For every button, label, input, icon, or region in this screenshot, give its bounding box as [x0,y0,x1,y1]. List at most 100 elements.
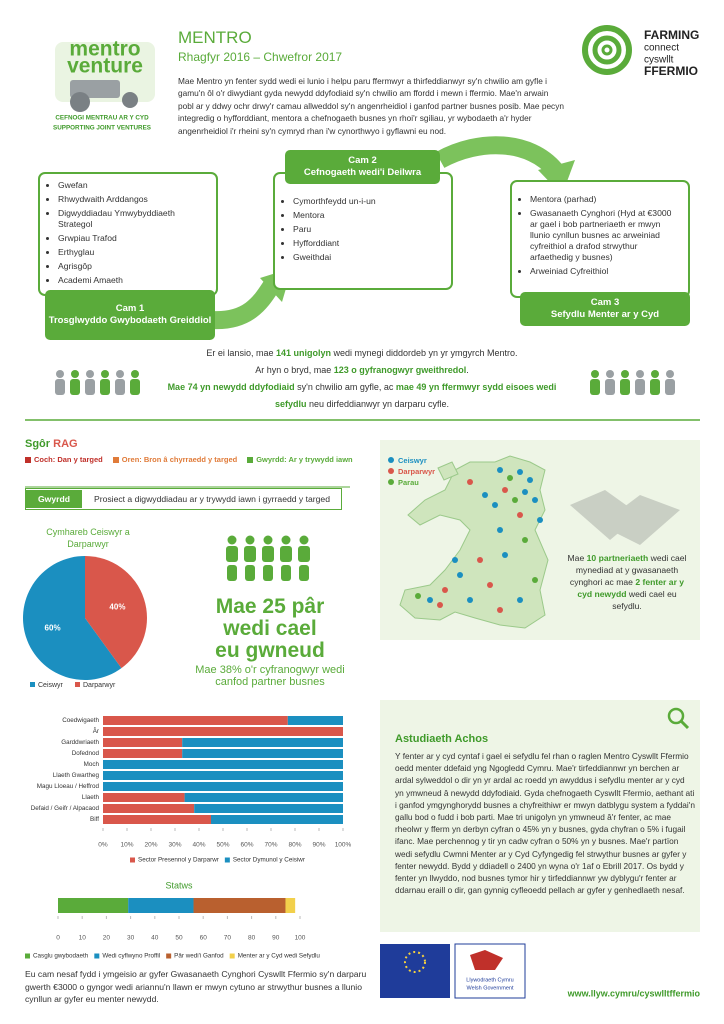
map-dot [477,557,483,563]
text: Er ei lansio, mae [206,348,276,358]
person [227,565,237,581]
swatch [112,456,119,463]
highlight: 2 fenter ar y cyd newydd [577,577,685,599]
map-legend-label: Ceiswyr [398,456,427,465]
bar-segment [182,738,343,747]
swatch [247,456,254,463]
text: neu dirfeddianwyr yn darparu cyfle. [306,399,450,409]
person [56,370,64,378]
stage-item: Arweiniad Cyfreithiol [530,266,680,277]
map-dot [427,597,433,603]
bar-segment [194,804,343,813]
bar-segment [103,716,288,725]
legend-swatch [94,953,100,959]
eu-stars [404,951,426,973]
person [299,565,309,581]
rag-legend-item: Oren: Bron â chyrraedd y targed [112,455,237,464]
stage-item: Mentora [293,210,443,221]
text: wedi cael eu sefydlu. [612,589,677,611]
map-dot [532,497,538,503]
map-dot [522,489,528,495]
map-dot [517,597,523,603]
x-tick-label: 30 [127,935,135,942]
legend-swatch [75,682,80,687]
stage-label: Cam 1 Trosglwyddo Gwybodaeth Greiddiol [45,290,215,340]
bar-segment [193,898,286,913]
map-dot [442,587,448,593]
person [298,546,310,562]
x-tick-label: 50% [216,842,229,849]
rag-legend-item: Gwyrdd: Ar y trywydd iawn [247,455,353,464]
wales-map [399,455,549,629]
logo-text: FARMING [644,28,699,42]
bar-segment [285,898,296,913]
bar-segment [103,749,183,758]
legend-label: Casglu gwybodaeth [33,953,89,960]
subtitle: Rhagfyr 2016 – Chwefror 2017 [178,50,343,64]
stage-item: Grwpiau Trafod [58,233,208,244]
person [590,379,600,395]
bar-segment [184,793,343,802]
map-legend: Ceiswyr Darparwyr Parau [388,455,435,488]
x-tick-label: 80% [288,842,301,849]
next-steps: Eu cam nesaf fydd i ymgeisio ar gyfer Gw… [25,969,367,1004]
arrow [211,280,280,330]
legend-label: Ceiswyr [38,682,64,689]
wales-map [437,461,459,481]
x-tick-label: 10 [79,935,87,942]
legend-swatch [130,857,135,863]
map-dot [502,552,508,558]
x-tick-label: 80 [248,935,256,942]
farming-connect-logo [582,25,632,75]
bar-segment [103,782,343,791]
x-tick-label: 90 [272,935,280,942]
stage-label: Cam 2 Cefnogaeth wedi'i Deilwra [285,150,440,184]
stage-box: Gwefan Rhwydwaith Arddangos Digwyddiadau Y… [38,172,218,296]
map-dot [457,572,463,578]
swatch [388,479,394,485]
case-panel [380,700,700,932]
wg-text: Llywodraeth Cymru [466,977,513,983]
case-body: Y fenter ar y cyd cyntaf i gael ei sefyd… [395,751,695,896]
swatch [388,468,394,474]
x-tick-label: 20% [144,842,157,849]
map-dot [467,597,473,603]
person [85,379,95,395]
map-dot [517,469,523,475]
legend-label: Wedi cyflwyno Proffil [102,953,160,960]
map-text: Mae 10 partneriaeth wedi cael mynediad a… [562,552,692,612]
person [620,379,630,395]
legend-label: Pâr wedi'i Ganfod [174,953,224,960]
x-tick-label: 70 [224,935,232,942]
map-dot [492,502,498,508]
bar-segment [103,804,195,813]
person [100,379,110,395]
highlight: 141 unigolyn [275,348,331,358]
charts: 60% 40% Ceiswyr Darparwyr 0% 10% 20% 30% 40% 50% 6… [23,556,352,960]
x-tick-label: 90% [312,842,325,849]
x-tick-label: 100 [295,935,306,942]
arrow [435,136,562,177]
person [263,535,273,545]
bar-segment [103,815,211,824]
rag-legend: Coch: Dan y targed Oren: Bron â chyrraedd… [25,455,365,464]
stage-item: Mentora (parhad) [530,194,680,205]
person [131,370,139,378]
x-tick-label: 50 [175,935,183,942]
person [606,370,614,378]
stage-item: Agrisgôp [58,261,208,272]
map-legend-label: Parau [398,478,419,487]
map-dot [497,527,503,533]
logo-text: connect [644,43,679,54]
stage-step: Cam 2 [348,155,377,166]
person [86,370,94,378]
person [605,379,615,395]
legend-swatch [30,682,35,687]
person [245,565,255,581]
headline-line: eu gwneud [215,639,325,662]
y-tick-label: Coedwigaeth [62,717,99,724]
map-dot [437,602,443,608]
pairs-icon [226,535,310,581]
legend-swatch [229,953,235,959]
rag-legend-label: Gwyrdd: Ar y trywydd iawn [256,455,353,464]
